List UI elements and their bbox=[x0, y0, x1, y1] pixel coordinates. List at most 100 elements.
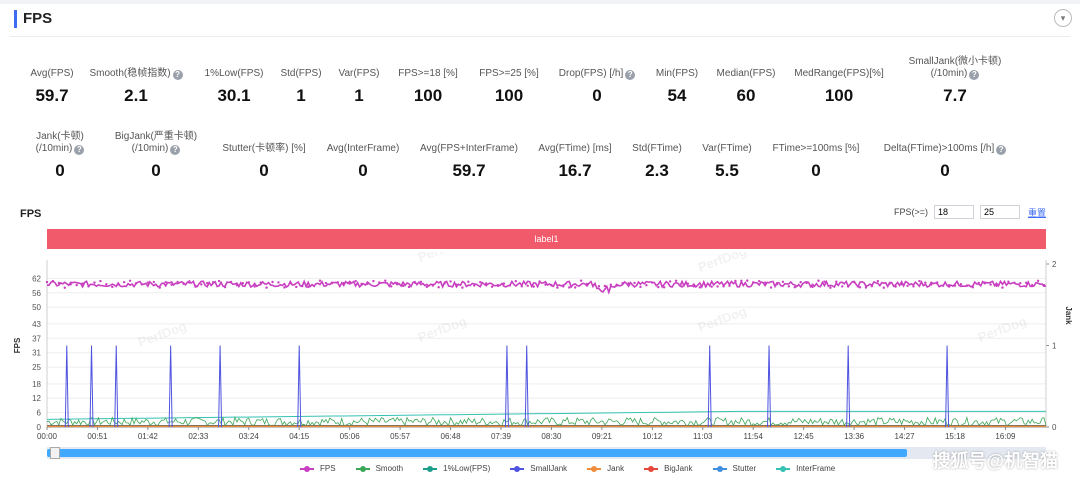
fps-threshold-input-1[interactable] bbox=[933, 205, 974, 219]
chart-watermark: PerfDog bbox=[696, 252, 749, 275]
fps-point bbox=[781, 280, 785, 284]
fps-point bbox=[787, 285, 791, 288]
fps-point bbox=[882, 286, 885, 289]
legend-item-fps[interactable]: FPS bbox=[300, 464, 336, 473]
metric-value: 1 bbox=[354, 86, 364, 105]
fps-threshold-input-2[interactable] bbox=[979, 205, 1020, 219]
fps-point bbox=[348, 282, 351, 285]
fps-point bbox=[372, 279, 375, 283]
fps-point bbox=[401, 284, 405, 288]
legend-item-bigjank[interactable]: BigJank bbox=[644, 464, 693, 473]
scrollbar-range[interactable] bbox=[47, 449, 907, 457]
fps-point bbox=[283, 286, 286, 289]
y2-tick-label: 0 bbox=[1052, 423, 1057, 432]
y-tick-label: 25 bbox=[32, 363, 41, 372]
y-tick-label: 6 bbox=[37, 409, 42, 418]
fps-point bbox=[757, 279, 761, 283]
fps-point bbox=[170, 283, 173, 286]
legend-item-1-low-fps-[interactable]: 1%Low(FPS) bbox=[423, 464, 490, 473]
legend-label: FPS bbox=[320, 464, 336, 473]
x-tick-label: 12:45 bbox=[794, 432, 815, 441]
metric-r1-7: Drop(FPS) [/h]? 0 bbox=[527, 56, 667, 106]
metric-value: 0 bbox=[55, 161, 65, 180]
fps-point bbox=[947, 284, 951, 287]
fps-point bbox=[651, 281, 654, 284]
x-tick-label: 04:15 bbox=[289, 432, 310, 441]
fps-point bbox=[342, 281, 345, 285]
label-bar[interactable]: label1 bbox=[47, 229, 1046, 249]
fps-point bbox=[568, 286, 571, 289]
fps-point bbox=[57, 281, 61, 285]
fps-point bbox=[965, 284, 969, 287]
metric-label: FPS>=25 [%] bbox=[479, 68, 539, 79]
legend-item-smooth[interactable]: Smooth bbox=[355, 464, 403, 473]
info-icon[interactable]: ? bbox=[74, 145, 85, 155]
panel-title-text: FPS bbox=[23, 10, 53, 27]
fps-point bbox=[437, 286, 440, 289]
metric-label-unit: (/10min)? bbox=[86, 143, 226, 155]
legend-item-interframe[interactable]: InterFrame bbox=[776, 464, 835, 473]
x-tick-label: 03:24 bbox=[239, 432, 260, 441]
fps-point bbox=[508, 284, 512, 287]
x-tick-label: 07:39 bbox=[491, 432, 512, 441]
x-tick-label: 15:18 bbox=[945, 432, 966, 441]
scrollbar-handle[interactable] bbox=[50, 447, 60, 459]
fps-point bbox=[668, 280, 672, 283]
info-icon[interactable]: ? bbox=[969, 70, 980, 80]
fps-point bbox=[876, 279, 880, 283]
info-icon[interactable]: ? bbox=[625, 70, 636, 80]
metric-label: Var(FTime) bbox=[702, 143, 752, 154]
metric-r1-4: Var(FPS) 1 bbox=[289, 56, 429, 106]
fps-point bbox=[443, 282, 446, 285]
fps-point bbox=[105, 283, 108, 286]
fps-point bbox=[223, 285, 227, 289]
legend-swatch bbox=[776, 465, 791, 472]
fps-point bbox=[235, 283, 239, 287]
legend-item-smalljank[interactable]: SmallJank bbox=[510, 464, 567, 473]
fps-point bbox=[140, 283, 144, 286]
fps-point bbox=[977, 281, 980, 285]
metric-value: 100 bbox=[413, 86, 443, 105]
metric-r1-3: Std(FPS) 1 bbox=[231, 56, 371, 106]
chart-watermark: PerfDog bbox=[976, 313, 1029, 344]
fps-point bbox=[734, 279, 737, 283]
legend-item-stutter[interactable]: Stutter bbox=[712, 464, 756, 473]
reset-link[interactable]: 重置 bbox=[1027, 207, 1046, 218]
chevron-down-icon[interactable]: ▾ bbox=[1054, 9, 1072, 27]
x-tick-label: 06:48 bbox=[441, 432, 462, 441]
y-axis-title: FPS bbox=[13, 337, 22, 353]
info-icon[interactable]: ? bbox=[172, 70, 183, 80]
smalljank-spike bbox=[767, 345, 772, 428]
fps-point bbox=[550, 283, 553, 287]
fps-point bbox=[971, 286, 975, 289]
metric-value: 5.5 bbox=[715, 161, 739, 180]
metric-value: 0 bbox=[259, 161, 269, 180]
fps-point bbox=[603, 284, 607, 288]
fps-point bbox=[520, 285, 523, 288]
metric-r2-3: Avg(InterFrame) 0 bbox=[293, 131, 433, 181]
y-tick-label: 0 bbox=[37, 423, 42, 432]
x-tick-label: 00:51 bbox=[87, 432, 108, 441]
legend-item-jank[interactable]: Jank bbox=[587, 464, 624, 473]
fps-point bbox=[817, 279, 820, 282]
fps-point bbox=[277, 281, 280, 284]
metric-r2-4: Avg(FPS+InterFrame) 59.7 bbox=[399, 131, 539, 181]
metric-r1-8: Min(FPS) 54 bbox=[607, 56, 747, 106]
info-icon[interactable]: ? bbox=[996, 145, 1007, 155]
info-icon[interactable]: ? bbox=[170, 145, 181, 155]
time-scrollbar[interactable] bbox=[47, 447, 1046, 459]
fps-point bbox=[864, 286, 868, 289]
x-tick-label: 02:33 bbox=[188, 432, 209, 441]
smalljank-spike bbox=[945, 345, 950, 428]
fps-point bbox=[81, 282, 84, 285]
fps-point bbox=[769, 286, 773, 289]
fps-point bbox=[585, 282, 589, 286]
metric-value: 0 bbox=[811, 161, 821, 180]
fps-point bbox=[360, 282, 363, 286]
fps-point bbox=[384, 279, 387, 282]
metric-value: 0 bbox=[151, 161, 161, 180]
fps-point bbox=[858, 286, 862, 289]
metric-label: Avg(FPS+InterFrame) bbox=[420, 143, 518, 154]
fps-point bbox=[496, 284, 500, 288]
